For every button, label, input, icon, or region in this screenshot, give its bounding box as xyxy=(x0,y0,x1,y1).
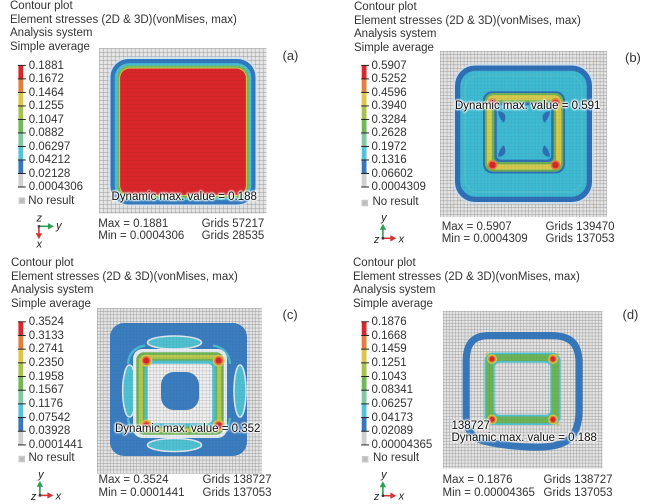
svg-text:y: y xyxy=(37,469,45,481)
svg-text:x: x xyxy=(398,233,405,245)
svg-text:y: y xyxy=(380,469,388,481)
svg-text:z: z xyxy=(30,491,37,503)
svg-text:x: x xyxy=(35,238,42,250)
svg-text:y: y xyxy=(55,220,63,232)
svg-text:y: y xyxy=(380,212,388,224)
svg-text:x: x xyxy=(55,490,62,502)
svg-text:z: z xyxy=(35,213,42,225)
svg-text:z: z xyxy=(373,491,380,503)
svg-text:x: x xyxy=(398,491,405,503)
svg-text:z: z xyxy=(373,234,380,246)
